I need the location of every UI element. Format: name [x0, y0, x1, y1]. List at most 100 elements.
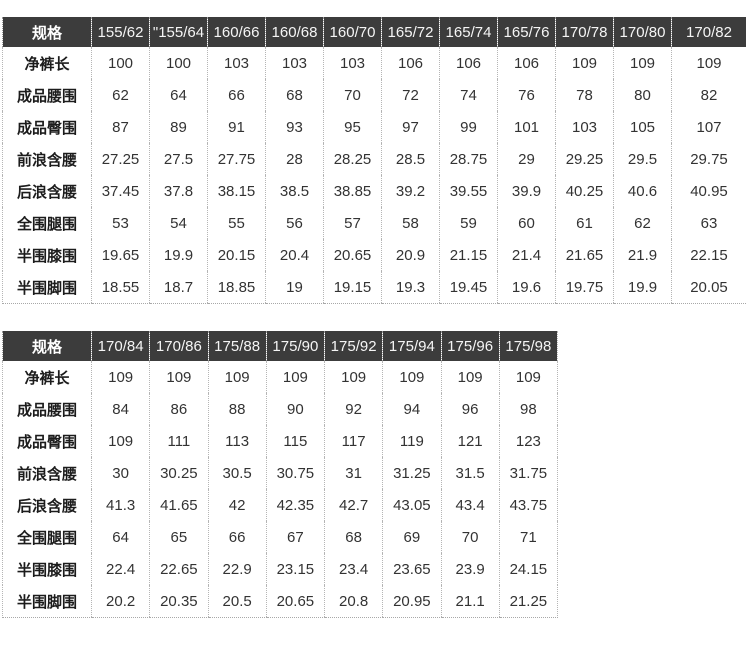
value-cell: 30: [90, 457, 150, 489]
value-cell: 53: [91, 207, 150, 239]
size-header-cell: 165/76: [497, 17, 556, 47]
value-cell: 62: [91, 79, 150, 111]
row-label-cell: 半围脚围: [2, 271, 92, 304]
value-cell: 109: [90, 361, 150, 393]
value-cell: 20.9: [381, 239, 440, 271]
value-cell: 103: [555, 111, 614, 143]
value-cell: 22.4: [90, 553, 150, 585]
value-cell: 27.5: [149, 143, 208, 175]
value-cell: 39.55: [439, 175, 498, 207]
value-cell: 121: [440, 425, 500, 457]
value-cell: 23.4: [323, 553, 383, 585]
value-cell: 105: [613, 111, 672, 143]
value-cell: 20.15: [207, 239, 266, 271]
size-table-1: 规格 155/62 "155/64 160/66 160/68 160/70 165/72 1…: [2, 17, 746, 304]
value-cell: 109: [671, 47, 746, 79]
table-row: 净裤长 100 100 103 103 103 106 106 106 109 109 109: [2, 47, 746, 79]
value-cell: 38.15: [207, 175, 266, 207]
value-cell: 29: [497, 143, 556, 175]
value-cell: 28.5: [381, 143, 440, 175]
value-cell: 106: [497, 47, 556, 79]
value-cell: 20.8: [323, 585, 383, 618]
value-cell: 31.5: [440, 457, 500, 489]
value-cell: 22.9: [207, 553, 267, 585]
value-cell: 70: [440, 521, 500, 553]
value-cell: 20.95: [382, 585, 441, 618]
size-header-cell: 160/66: [207, 17, 266, 47]
value-cell: 62: [613, 207, 672, 239]
value-cell: 19.9: [613, 271, 672, 304]
size-header-cell: 170/80: [613, 17, 672, 47]
row-label-cell: 半围膝围: [2, 553, 92, 585]
value-cell: 42.35: [265, 489, 325, 521]
value-cell: 97: [381, 111, 440, 143]
table-row: 成品腰围 62 64 66 68 70 72 74 76 78 80 82: [2, 79, 746, 111]
row-label-cell: 成品臀围: [2, 425, 92, 457]
value-cell: 19.45: [439, 271, 498, 304]
value-cell: 115: [265, 425, 325, 457]
value-cell: 113: [207, 425, 267, 457]
value-cell: 57: [323, 207, 382, 239]
table-row: 后浪含腰 37.45 37.8 38.15 38.5 38.85 39.2 39.55 39.9…: [2, 175, 746, 207]
value-cell: 109: [323, 361, 383, 393]
value-cell: 43.75: [498, 489, 559, 521]
value-cell: 109: [90, 425, 150, 457]
size-header-cell: 175/98: [498, 331, 559, 361]
value-cell: 66: [207, 79, 266, 111]
value-cell: 109: [265, 361, 325, 393]
table-row: 半围脚围 20.2 20.35 20.5 20.65 20.8 20.95 21.1 21.25: [2, 585, 559, 618]
value-cell: 70: [323, 79, 382, 111]
table-row: 前浪含腰 27.25 27.5 27.75 28 28.25 28.5 28.75 29 29.2…: [2, 143, 746, 175]
value-cell: 61: [555, 207, 614, 239]
value-cell: 106: [381, 47, 440, 79]
value-cell: 123: [498, 425, 559, 457]
value-cell: 109: [613, 47, 672, 79]
row-label-cell: 后浪含腰: [2, 175, 92, 207]
value-cell: 40.25: [555, 175, 614, 207]
value-cell: 19.6: [497, 271, 556, 304]
value-cell: 111: [149, 425, 208, 457]
value-cell: 119: [382, 425, 441, 457]
value-cell: 18.55: [91, 271, 150, 304]
value-cell: 95: [323, 111, 382, 143]
value-cell: 37.8: [149, 175, 208, 207]
value-cell: 22.65: [149, 553, 208, 585]
value-cell: 39.2: [381, 175, 440, 207]
size-header-cell: 160/68: [265, 17, 324, 47]
row-label-cell: 前浪含腰: [2, 457, 92, 489]
value-cell: 96: [440, 393, 500, 425]
size-header-cell: 175/88: [207, 331, 267, 361]
value-cell: 109: [440, 361, 500, 393]
value-cell: 21.15: [439, 239, 498, 271]
table-row: 全围腿围 53 54 55 56 57 58 59 60 61 62 63: [2, 207, 746, 239]
size-header-cell: "155/64: [149, 17, 208, 47]
value-cell: 109: [382, 361, 441, 393]
size-header-cell: 155/62: [91, 17, 150, 47]
value-cell: 63: [671, 207, 746, 239]
table-row: 成品臀围 109 111 113 115 117 119 121 123: [2, 425, 559, 457]
value-cell: 94: [382, 393, 441, 425]
value-cell: 87: [91, 111, 150, 143]
table-row: 半围膝围 19.65 19.9 20.15 20.4 20.65 20.9 21.15 21.4…: [2, 239, 746, 271]
value-cell: 42: [207, 489, 267, 521]
value-cell: 21.9: [613, 239, 672, 271]
value-cell: 107: [671, 111, 746, 143]
value-cell: 28: [265, 143, 324, 175]
value-cell: 20.35: [149, 585, 208, 618]
value-cell: 19: [265, 271, 324, 304]
value-cell: 27.75: [207, 143, 266, 175]
value-cell: 103: [265, 47, 324, 79]
value-cell: 68: [265, 79, 324, 111]
value-cell: 24.15: [498, 553, 559, 585]
value-cell: 20.65: [265, 585, 325, 618]
table-row: 半围脚围 18.55 18.7 18.85 19 19.15 19.3 19.45 19.6 19…: [2, 271, 746, 304]
value-cell: 92: [323, 393, 383, 425]
table-row: 前浪含腰 30 30.25 30.5 30.75 31 31.25 31.5 31.75: [2, 457, 559, 489]
value-cell: 43.4: [440, 489, 500, 521]
value-cell: 66: [207, 521, 267, 553]
value-cell: 117: [323, 425, 383, 457]
size-header-cell: 170/84: [90, 331, 150, 361]
value-cell: 41.65: [149, 489, 208, 521]
value-cell: 22.15: [671, 239, 746, 271]
value-cell: 60: [497, 207, 556, 239]
